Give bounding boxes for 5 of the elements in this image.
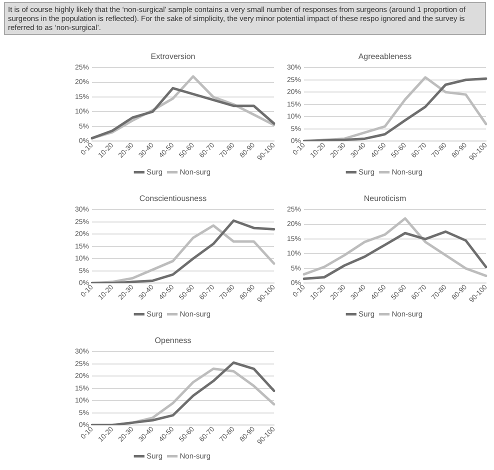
chart-title: Openness bbox=[154, 336, 192, 346]
chart-title: Conscientiousness bbox=[139, 194, 207, 204]
chart-title: Neuroticism bbox=[364, 194, 406, 204]
chart-title: Extroversion bbox=[150, 52, 196, 62]
chart-title: Agreeableness bbox=[358, 52, 412, 62]
